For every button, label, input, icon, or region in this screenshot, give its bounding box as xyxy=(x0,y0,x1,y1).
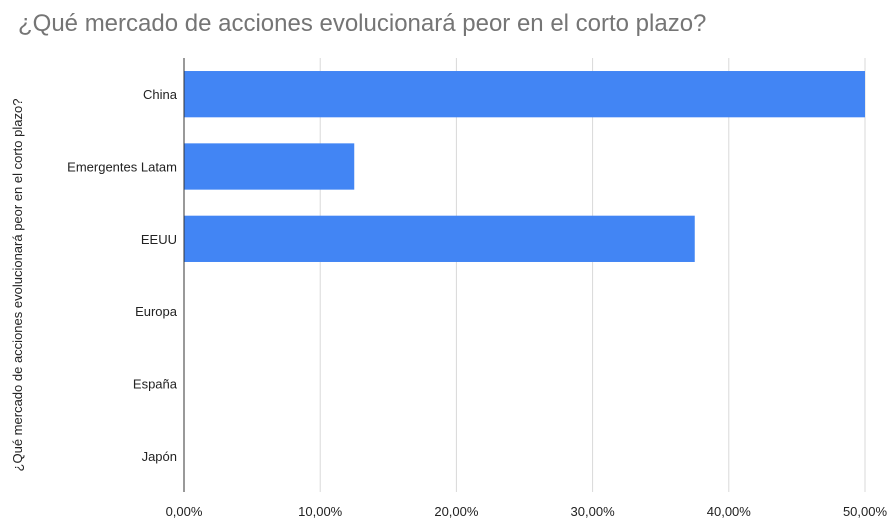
category-label: Japón xyxy=(142,449,177,464)
bars xyxy=(184,71,865,262)
bar-eeuu xyxy=(184,215,695,262)
gridlines xyxy=(319,58,866,492)
category-labels: China Emergentes Latam EEUU Europa España Jap… xyxy=(67,87,178,464)
y-axis-title: ¿Qué mercado de acciones evolucionará pe… xyxy=(10,99,25,472)
bar-emergentes-latam xyxy=(184,143,355,190)
category-label: España xyxy=(133,377,178,392)
x-tick-labels: 0,00% 10,00% 20,00% 30,00% 40,00% 50,00% xyxy=(166,504,888,519)
bar-china xyxy=(184,71,865,118)
x-tick-label: 40,00% xyxy=(707,504,752,519)
category-label: Emergentes Latam xyxy=(67,160,177,175)
category-label: China xyxy=(143,87,178,102)
x-tick-label: 0,00% xyxy=(166,504,203,519)
category-label: EEUU xyxy=(141,232,177,247)
x-tick-label: 50,00% xyxy=(843,504,888,519)
x-tick-label: 20,00% xyxy=(434,504,479,519)
x-tick-label: 10,00% xyxy=(298,504,343,519)
chart-title: ¿Qué mercado de acciones evolucionará pe… xyxy=(18,10,707,37)
category-label: Europa xyxy=(135,304,178,319)
x-tick-label: 30,00% xyxy=(571,504,616,519)
